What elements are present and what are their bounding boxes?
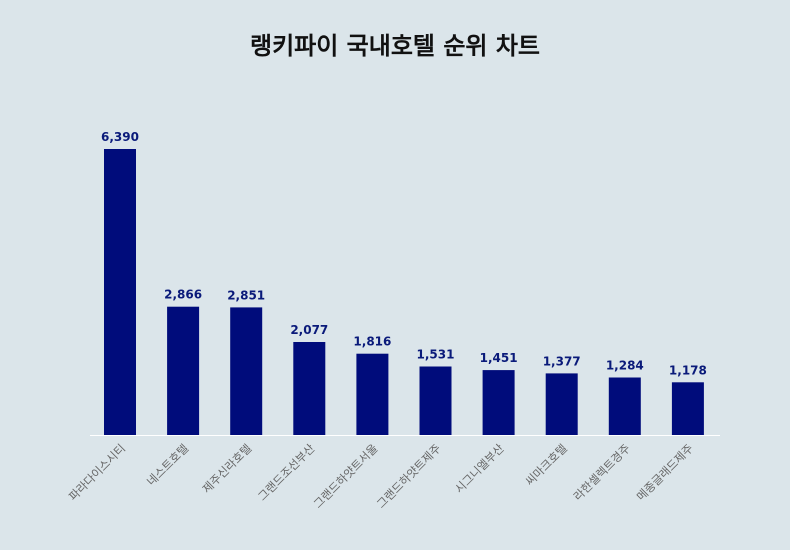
bar-value-label-9: 1,284 (606, 359, 644, 373)
bar-value-label-8: 1,377 (543, 354, 581, 368)
bar-10[interactable] (671, 382, 704, 435)
bar-value-label-3: 2,851 (227, 288, 265, 302)
bar-5[interactable] (356, 353, 389, 435)
bar-3[interactable] (230, 307, 263, 435)
x-tick-label-9: 라한셀렉트경주 (571, 441, 633, 503)
bar-value-label-10: 1,178 (669, 363, 707, 377)
bar-6[interactable] (419, 366, 452, 436)
bar-value-label-5: 1,816 (353, 335, 391, 349)
x-tick-label-10: 메종글래드제주 (634, 441, 696, 503)
x-tick-label-2: 네스트호텔 (144, 441, 191, 488)
bar-value-label-6: 1,531 (417, 348, 455, 362)
bar-1[interactable] (104, 149, 136, 435)
bar-value-label-1: 6,390 (101, 130, 139, 144)
bar-4[interactable] (293, 342, 326, 435)
x-tick-label-4: 그랜드조선부산 (255, 441, 318, 504)
bar-8[interactable] (545, 373, 578, 435)
bar-value-label-4: 2,077 (290, 323, 328, 337)
bar-value-label-2: 2,866 (164, 288, 202, 302)
x-tick-label-3: 제주신라호텔 (200, 441, 255, 496)
x-tick-label-1: 파라다이스시티 (66, 441, 128, 503)
x-tick-label-5: 그랜드하얏트서울 (311, 441, 381, 511)
x-tick-label-7: 시그니엘부산 (452, 441, 507, 496)
x-tick-label-6: 그랜드하얏트제주 (374, 441, 444, 511)
bar-value-label-7: 1,451 (480, 351, 518, 365)
bar-7[interactable] (482, 370, 515, 435)
x-tick-label-8: 씨마크호텔 (523, 441, 570, 488)
bar-2[interactable] (167, 306, 200, 435)
bar-9[interactable] (608, 377, 641, 436)
chart-title: 랭키파이 국내호텔 순위 차트 (249, 32, 541, 60)
